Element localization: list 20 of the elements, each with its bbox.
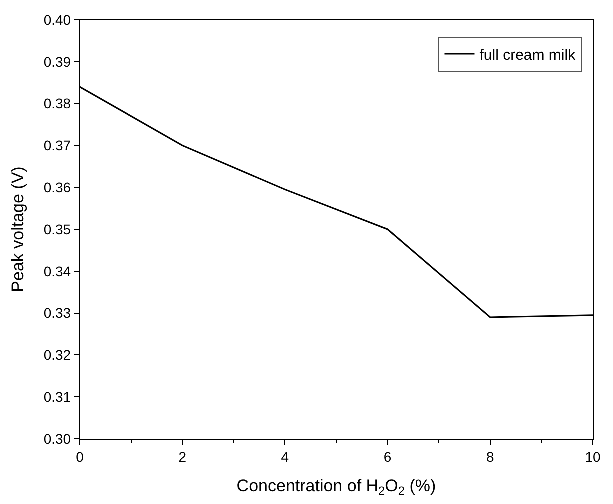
x-tick-label: 10 <box>585 448 601 465</box>
x-tick-label: 6 <box>384 448 392 465</box>
y-tick-label: 0.35 <box>44 221 72 238</box>
y-axis-title: Peak voltage (V) <box>8 166 28 292</box>
y-tick-label: 0.32 <box>44 347 72 364</box>
y-tick-label: 0.39 <box>44 54 72 70</box>
y-tick-label: 0.37 <box>44 138 72 154</box>
x-tick-label: 2 <box>178 448 187 465</box>
y-tick-label: 0.30 <box>44 430 72 447</box>
y-tick-label: 0.38 <box>44 96 72 112</box>
y-tick-label: 0.31 <box>44 389 72 405</box>
x-tick-label: 8 <box>486 448 494 465</box>
y-tick-label: 0.40 <box>44 12 72 28</box>
y-tick-label: 0.36 <box>44 180 72 196</box>
legend-label: full cream milk <box>480 46 576 64</box>
x-axis-title: Concentration of H$_{2}$O$_{2}$ (%) <box>236 476 436 498</box>
y-tick-label: 0.33 <box>44 305 72 322</box>
y-tick-label: 0.34 <box>44 263 72 280</box>
x-tick-label: 4 <box>281 448 290 465</box>
x-tick-label: 0 <box>76 448 84 465</box>
